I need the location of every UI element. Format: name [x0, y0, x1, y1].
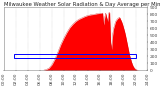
- Bar: [14, 54, 136, 58]
- Text: Milwaukee Weather Solar Radiation & Day Average per Minute W/m2 (Today): Milwaukee Weather Solar Radiation & Day …: [4, 2, 160, 7]
